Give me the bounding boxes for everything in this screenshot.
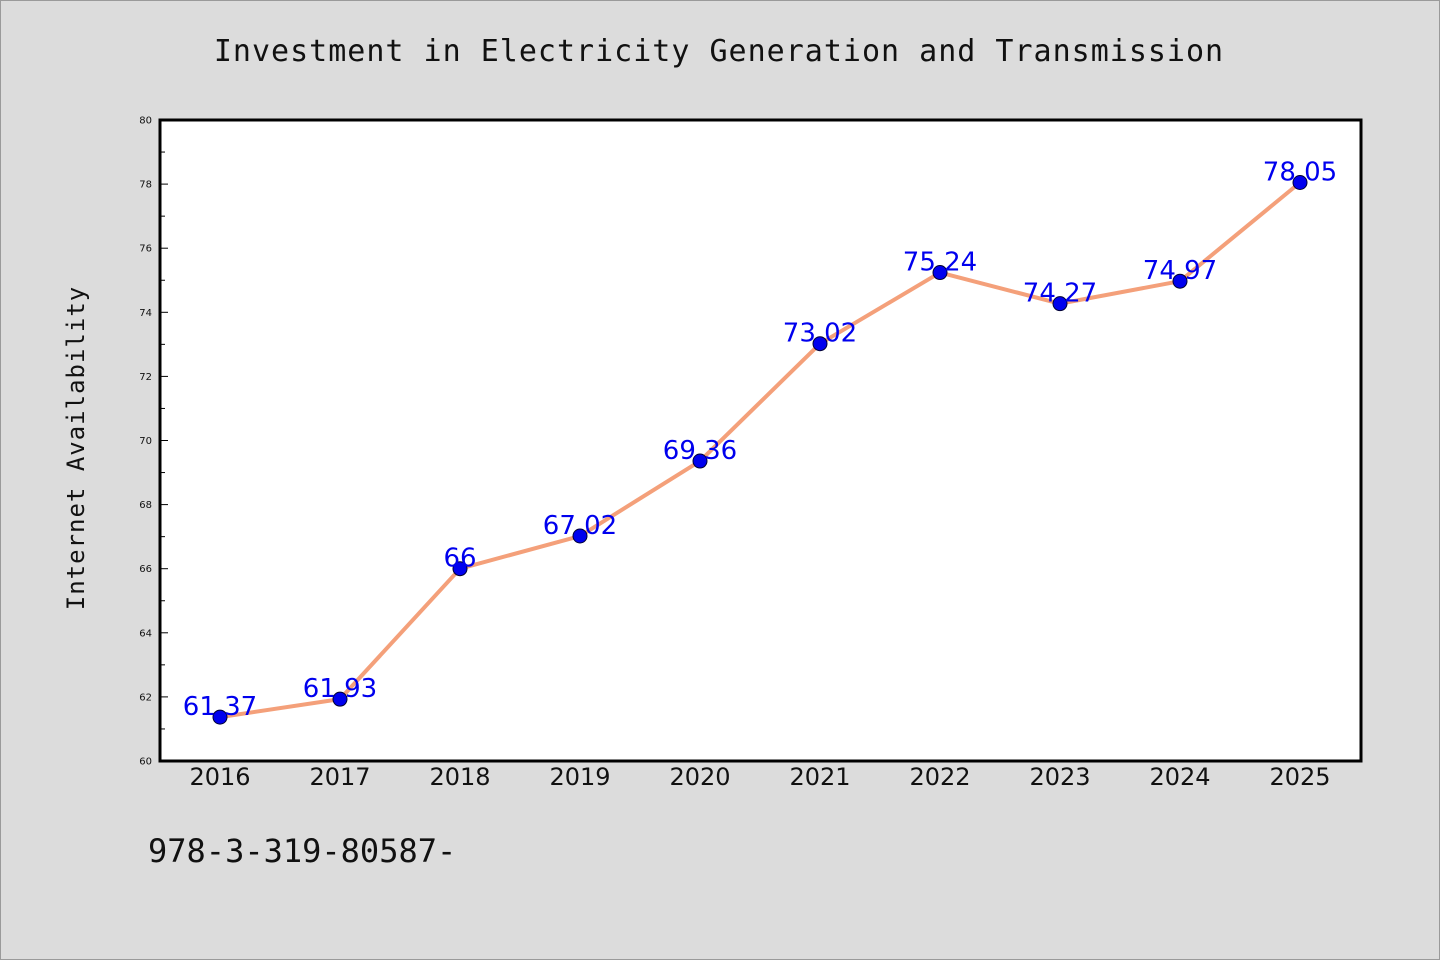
y-tick-label: 66 [139, 564, 152, 575]
data-point [812, 336, 828, 352]
x-tick-label: 2016 [189, 763, 250, 791]
x-axis: 2016 2017 2018 2019 2020 2021 2022 2023 2024 2025 [189, 763, 1330, 791]
data-label: 67.02 [543, 511, 617, 541]
data-label: 61.93 [303, 674, 377, 704]
data-point [692, 453, 708, 469]
data-label: 74.97 [1143, 256, 1217, 286]
data-point [572, 528, 588, 544]
x-tick-label: 2022 [909, 763, 970, 791]
data-label: 75.24 [903, 248, 977, 278]
data-point [332, 691, 348, 707]
x-tick-label: 2021 [789, 763, 850, 791]
data-point [1172, 273, 1188, 289]
data-label: 69.36 [663, 436, 737, 466]
y-axis: 60 62 64 66 68 70 72 74 76 78 80 [139, 116, 168, 768]
x-tick-label: 2020 [669, 763, 730, 791]
y-tick-label: 80 [139, 116, 152, 127]
chart-title: Investment in Electricity Generation and… [213, 34, 1225, 69]
x-tick-label: 2019 [549, 763, 610, 791]
series-line [219, 180, 1302, 720]
y-tick-label: 76 [139, 244, 152, 255]
data-markers [212, 174, 1308, 725]
y-tick-label: 62 [139, 692, 152, 703]
x-tick-label: 2023 [1029, 763, 1090, 791]
y-tick-label: 74 [139, 308, 152, 319]
y-tick-label: 72 [139, 372, 152, 383]
plot-border [158, 118, 1363, 763]
data-point [212, 709, 228, 725]
data-label: 73.02 [783, 319, 857, 349]
x-tick-label: 2018 [429, 763, 490, 791]
data-label: 66 [443, 544, 476, 574]
data-point [932, 265, 948, 281]
plot-area [160, 120, 1361, 761]
y-tick-label: 60 [139, 757, 152, 768]
data-label: 61.37 [183, 692, 257, 722]
x-tick-label: 2024 [1149, 763, 1210, 791]
data-point [1052, 296, 1068, 312]
y-tick-label: 70 [139, 436, 152, 447]
x-tick-label: 2017 [309, 763, 370, 791]
data-label: 78.05 [1263, 157, 1337, 187]
footer-code: 978-3-319-80587- [148, 832, 457, 870]
x-tick-label: 2025 [1269, 763, 1330, 791]
data-point [1292, 174, 1308, 190]
data-labels: 61.37 61.93 66 67.02 69.36 73.02 75.24 74.27 74.… [183, 157, 1337, 722]
data-point [452, 561, 468, 577]
data-label: 74.27 [1023, 279, 1097, 309]
y-tick-label: 64 [139, 628, 152, 639]
y-tick-label: 78 [139, 180, 152, 191]
y-tick-label: 68 [139, 500, 152, 511]
